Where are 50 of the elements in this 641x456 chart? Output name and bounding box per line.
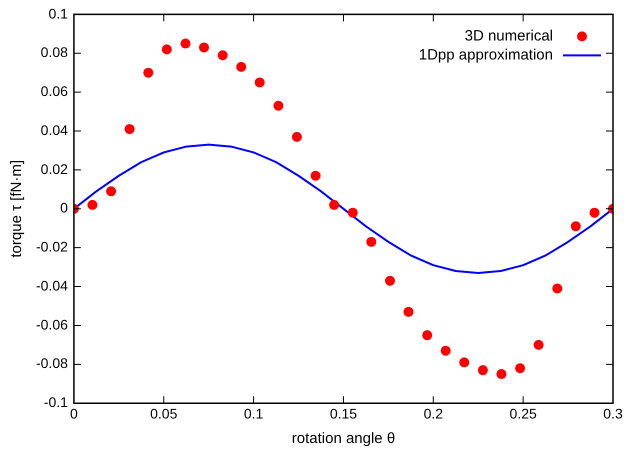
x-tick-label: 0.05 xyxy=(150,405,178,422)
point xyxy=(534,340,544,350)
point xyxy=(348,208,358,218)
point xyxy=(106,186,116,196)
y-tick-label: -0.04 xyxy=(36,277,68,294)
point xyxy=(273,100,284,111)
point xyxy=(496,369,506,380)
x-tick-label: 0.1 xyxy=(244,405,264,422)
point xyxy=(254,77,265,88)
x-tick-label: 0 xyxy=(70,405,78,422)
point xyxy=(478,365,488,376)
legend-label: 1Dpp approximation xyxy=(418,46,553,64)
y-tick-label: 0.06 xyxy=(40,83,68,100)
x-tick-label: 0.25 xyxy=(510,405,537,422)
y-tick-label: 0.08 xyxy=(40,44,68,60)
x-axis-title: rotation angle θ xyxy=(292,430,396,448)
x-tick-label: 0.3 xyxy=(603,405,623,422)
point xyxy=(87,200,98,210)
y-tick-label: 0.02 xyxy=(40,160,68,177)
point xyxy=(218,50,228,60)
y-axis-title: torque τ [fN·m] xyxy=(8,160,26,258)
y-tick-label: -0.02 xyxy=(36,238,68,255)
point xyxy=(515,363,526,374)
point xyxy=(589,208,600,218)
y-tick-label: -0.08 xyxy=(36,355,68,372)
point xyxy=(329,200,340,210)
point xyxy=(440,346,451,356)
y-tick-label: 0 xyxy=(60,200,68,216)
x-tick-label: 0.15 xyxy=(330,405,358,422)
point xyxy=(292,132,302,142)
point xyxy=(124,124,135,134)
point xyxy=(310,170,321,181)
point xyxy=(143,68,154,78)
point xyxy=(570,221,581,232)
y-tick-label: 0.04 xyxy=(40,122,68,138)
point xyxy=(552,284,562,294)
y-tick-label: -0.06 xyxy=(36,316,68,332)
point xyxy=(422,330,432,340)
legend-label: 3D numerical xyxy=(464,28,553,45)
y-tick-label: 0.1 xyxy=(48,5,68,22)
point xyxy=(180,38,190,49)
point xyxy=(236,62,246,72)
point xyxy=(459,357,470,368)
point xyxy=(162,44,172,54)
point xyxy=(384,276,395,286)
point xyxy=(366,236,376,247)
y-tick-label: -0.1 xyxy=(44,394,68,410)
x-tick-label: 0.2 xyxy=(424,405,444,422)
point xyxy=(199,42,210,52)
point xyxy=(404,306,414,317)
